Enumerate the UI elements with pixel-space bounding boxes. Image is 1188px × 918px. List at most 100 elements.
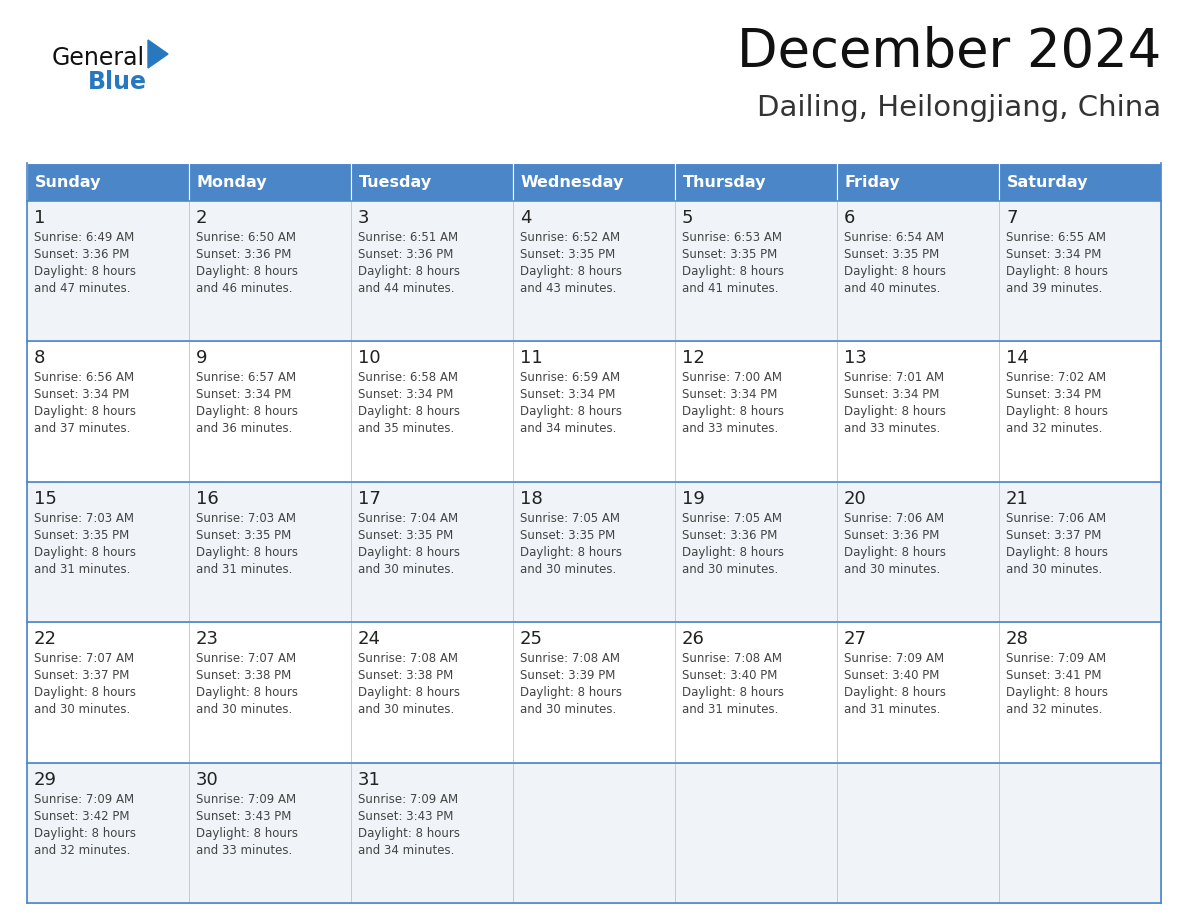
Text: Sunrise: 7:02 AM: Sunrise: 7:02 AM [1006,372,1106,385]
Text: Daylight: 8 hours: Daylight: 8 hours [196,686,298,700]
Text: and 37 minutes.: and 37 minutes. [34,422,131,435]
Bar [350,622,513,763]
Text: Daylight: 8 hours: Daylight: 8 hours [520,546,623,559]
Text: Sunrise: 6:52 AM: Sunrise: 6:52 AM [520,231,620,244]
Text: 1: 1 [34,209,45,227]
Text: Sunset: 3:43 PM: Sunset: 3:43 PM [196,810,291,823]
Bar [999,622,1161,763]
Text: and 30 minutes.: and 30 minutes. [843,563,940,576]
Text: Daylight: 8 hours: Daylight: 8 hours [1006,546,1108,559]
Bar [189,482,350,622]
Text: Sunrise: 7:09 AM: Sunrise: 7:09 AM [196,792,296,806]
Text: Sunset: 3:35 PM: Sunset: 3:35 PM [682,248,777,261]
Text: 15: 15 [34,490,57,508]
Text: Sunset: 3:42 PM: Sunset: 3:42 PM [34,810,129,823]
Text: 8: 8 [34,350,45,367]
Text: Sunrise: 6:56 AM: Sunrise: 6:56 AM [34,372,134,385]
Text: Daylight: 8 hours: Daylight: 8 hours [358,546,460,559]
Text: and 33 minutes.: and 33 minutes. [682,422,778,435]
Bar [675,201,838,341]
Text: Sunset: 3:39 PM: Sunset: 3:39 PM [520,669,615,682]
Text: Sunrise: 6:50 AM: Sunrise: 6:50 AM [196,231,296,244]
Text: Daylight: 8 hours: Daylight: 8 hours [34,265,135,278]
Text: Sunset: 3:34 PM: Sunset: 3:34 PM [1006,388,1101,401]
Bar [999,163,1161,201]
Text: Daylight: 8 hours: Daylight: 8 hours [843,265,946,278]
Text: 26: 26 [682,630,704,648]
Text: Sunset: 3:37 PM: Sunset: 3:37 PM [1006,529,1101,542]
Text: and 30 minutes.: and 30 minutes. [520,563,617,576]
Text: Sunrise: 6:53 AM: Sunrise: 6:53 AM [682,231,782,244]
Text: Daylight: 8 hours: Daylight: 8 hours [196,265,298,278]
Text: Daylight: 8 hours: Daylight: 8 hours [682,406,784,419]
Text: and 30 minutes.: and 30 minutes. [358,703,454,716]
Text: Sunset: 3:34 PM: Sunset: 3:34 PM [843,388,940,401]
Bar [27,341,189,482]
Bar [350,763,513,903]
Text: 13: 13 [843,350,867,367]
Text: 30: 30 [196,770,219,789]
Bar [999,341,1161,482]
Text: Sunrise: 6:57 AM: Sunrise: 6:57 AM [196,372,296,385]
Text: and 31 minutes.: and 31 minutes. [196,563,292,576]
Text: Sunrise: 7:06 AM: Sunrise: 7:06 AM [843,512,944,525]
Text: Sunrise: 7:08 AM: Sunrise: 7:08 AM [520,652,620,666]
Text: and 46 minutes.: and 46 minutes. [196,282,292,295]
Bar [513,622,675,763]
Text: Sunrise: 6:58 AM: Sunrise: 6:58 AM [358,372,459,385]
Text: 3: 3 [358,209,369,227]
Bar [27,482,189,622]
Text: Sunrise: 7:09 AM: Sunrise: 7:09 AM [1006,652,1106,666]
Text: Sunset: 3:35 PM: Sunset: 3:35 PM [358,529,454,542]
Bar [999,763,1161,903]
Text: Sunset: 3:38 PM: Sunset: 3:38 PM [196,669,291,682]
Text: Daylight: 8 hours: Daylight: 8 hours [843,546,946,559]
Bar [513,201,675,341]
Text: and 34 minutes.: and 34 minutes. [520,422,617,435]
Text: 19: 19 [682,490,704,508]
Text: Blue: Blue [88,70,147,94]
Bar [999,482,1161,622]
Text: and 40 minutes.: and 40 minutes. [843,282,941,295]
Text: Sunrise: 7:07 AM: Sunrise: 7:07 AM [34,652,134,666]
Text: and 30 minutes.: and 30 minutes. [34,703,131,716]
Bar [27,163,189,201]
Text: 17: 17 [358,490,381,508]
Text: Saturday: Saturday [1007,174,1088,189]
Text: 2: 2 [196,209,208,227]
Text: Thursday: Thursday [683,174,766,189]
Text: Daylight: 8 hours: Daylight: 8 hours [520,686,623,700]
Text: and 35 minutes.: and 35 minutes. [358,422,454,435]
Text: Daylight: 8 hours: Daylight: 8 hours [196,826,298,840]
Text: Sunset: 3:34 PM: Sunset: 3:34 PM [34,388,129,401]
Text: Sunrise: 7:05 AM: Sunrise: 7:05 AM [682,512,782,525]
Text: 28: 28 [1006,630,1029,648]
Text: 31: 31 [358,770,381,789]
Text: Daylight: 8 hours: Daylight: 8 hours [358,826,460,840]
Text: and 36 minutes.: and 36 minutes. [196,422,292,435]
Text: Daylight: 8 hours: Daylight: 8 hours [34,826,135,840]
Text: Sunday: Sunday [34,174,101,189]
Text: Daylight: 8 hours: Daylight: 8 hours [520,265,623,278]
Text: Sunset: 3:36 PM: Sunset: 3:36 PM [358,248,454,261]
Text: Daylight: 8 hours: Daylight: 8 hours [1006,265,1108,278]
Text: and 41 minutes.: and 41 minutes. [682,282,778,295]
Bar [838,163,999,201]
Text: and 30 minutes.: and 30 minutes. [358,563,454,576]
Bar [189,163,350,201]
Bar [838,201,999,341]
Text: Sunset: 3:43 PM: Sunset: 3:43 PM [358,810,454,823]
Text: Daylight: 8 hours: Daylight: 8 hours [843,686,946,700]
Text: Sunset: 3:35 PM: Sunset: 3:35 PM [196,529,291,542]
Text: Sunset: 3:35 PM: Sunset: 3:35 PM [34,529,129,542]
Bar [27,201,189,341]
Bar [189,201,350,341]
Text: and 34 minutes.: and 34 minutes. [358,844,454,856]
Text: and 32 minutes.: and 32 minutes. [1006,703,1102,716]
Bar [838,763,999,903]
Text: Daylight: 8 hours: Daylight: 8 hours [196,406,298,419]
Text: and 39 minutes.: and 39 minutes. [1006,282,1102,295]
Text: 10: 10 [358,350,380,367]
Bar [350,163,513,201]
Text: 22: 22 [34,630,57,648]
